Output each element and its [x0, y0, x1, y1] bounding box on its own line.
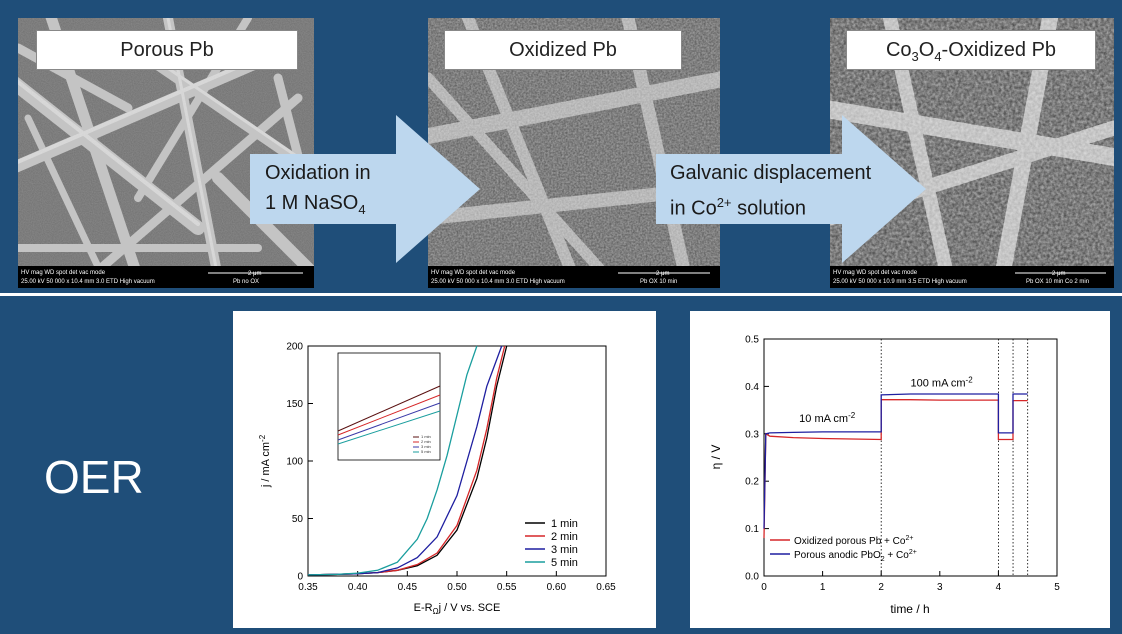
sem-bar-3-row1: HV mag WD spot det vac mode	[833, 270, 918, 276]
x-tick-label-2: 0.45	[398, 582, 418, 593]
cp-ylabel: η / V	[709, 445, 723, 470]
sem-bar-3-scale: 2 μm	[1052, 271, 1065, 277]
lsv-chart-box: 0.35 0.40 0.45 0.50 0.55 0.60 0.65 0 50 100 150 200…	[233, 311, 656, 628]
legend-label-0: 1 min	[551, 518, 578, 530]
label-oxidized-pb: Oxidized Pb	[444, 30, 682, 70]
x-tick-label-1: 0.40	[348, 582, 368, 593]
sem-bar-1-sample: Pb no OX	[233, 279, 259, 285]
x-tick-label-5: 0.60	[547, 582, 567, 593]
x-tick-label-0: 0.35	[298, 582, 318, 593]
chronopotentiometry-chart: 0 1 2 3 4 5 0.0 0.1 0.2 0.3 0.4 0.5 10 mA cm-2 100 m…	[709, 335, 1060, 617]
label-porous-pb: Porous Pb	[36, 30, 298, 70]
sem-bar-1-row2: 25.00 kV 50 000 x 10.4 mm 3.0 ETD High v…	[21, 279, 155, 285]
cp-plot-frame	[763, 338, 1058, 577]
y-tick-label-0: 0	[297, 572, 303, 583]
current-density-annotation-1: 100 mA cm-2	[911, 375, 974, 389]
cp-xlabel: time / h	[890, 602, 929, 616]
sem-bar-2-scale: 2 μm	[656, 271, 669, 277]
sem-bar-2-row1: HV mag WD spot det vac mode	[431, 270, 516, 276]
series-line-1	[763, 393, 1028, 529]
sem-image-porous-pb: Porous Pb HV mag WD spot det vac mode 25…	[18, 18, 314, 288]
sem-image-oxidized-pb: Oxidized Pb HV mag WD spot det vac mode …	[428, 18, 720, 288]
y-tick-label-4: 200	[286, 342, 303, 353]
sem-info-bar-2: HV mag WD spot det vac mode 25.00 kV 50 …	[428, 266, 720, 288]
legend-label-1: 2 min	[551, 531, 578, 543]
cp-legend: Oxidized porous Pb + Co2+ Porous anodic P…	[770, 535, 917, 563]
galvanic-line2: in Co2+ solution	[670, 195, 807, 220]
legend-label-2: 3 min	[551, 544, 578, 556]
svg-text:2 min: 2 min	[421, 439, 431, 444]
cp-legend-label-0: Oxidized porous Pb + Co2+	[794, 535, 913, 547]
current-density-annotation-0: 10 mA cm-2	[799, 411, 856, 425]
x-tick-label-4: 4	[996, 582, 1002, 593]
sem-bar-3-row2: 25.00 kV 50 000 x 10.9 mm 3.5 ETD High v…	[833, 279, 967, 285]
x-tick-label-3: 0.50	[447, 582, 467, 593]
chronopotentiometry-chart-box: 0 1 2 3 4 5 0.0 0.1 0.2 0.3 0.4 0.5 10 mA cm-2 100 m…	[690, 311, 1110, 628]
y-tick-label-2: 0.2	[745, 477, 759, 488]
y-tick-label-4: 0.4	[745, 382, 759, 393]
sem-bar-2-sample: Pb OX 10 min	[640, 279, 677, 285]
x-tick-label-6: 0.65	[596, 582, 616, 593]
lsv-inset: 1 min 2 min 3 min 5 min	[337, 352, 441, 461]
oxidation-arrow-text: Oxidation in 1 M NaSO4	[265, 158, 371, 225]
y-tick-label-2: 100	[286, 457, 303, 468]
sem-info-bar-3: HV mag WD spot det vac mode 25.00 kV 50 …	[830, 266, 1114, 288]
svg-text:3 min: 3 min	[421, 444, 431, 449]
lsv-xlabel: E-RΩj / V vs. SCE	[414, 602, 501, 616]
legend-label-3: 5 min	[551, 557, 578, 569]
oxidation-line1: Oxidation in	[265, 162, 371, 184]
x-tick-label-0: 0	[761, 582, 767, 593]
oxidation-arrow	[250, 115, 480, 263]
lsv-ylabel: j / mA cm-2	[258, 434, 272, 488]
x-tick-label-3: 3	[937, 582, 943, 593]
lsv-chart: 0.35 0.40 0.45 0.50 0.55 0.60 0.65 0 50 100 150 200…	[258, 342, 616, 617]
x-tick-label-4: 0.55	[497, 582, 517, 593]
sem-info-bar-1: HV mag WD spot det vac mode 25.00 kV 50 …	[18, 266, 314, 288]
cp-legend-label-1: Porous anodic PbO2 + Co2+	[794, 549, 917, 563]
y-tick-label-5: 0.5	[745, 335, 759, 346]
galvanic-arrow	[656, 115, 926, 263]
oer-label: OER	[44, 451, 144, 503]
x-tick-label-2: 2	[878, 582, 884, 593]
synthesis-panel: Porous Pb HV mag WD spot det vac mode 25…	[0, 0, 1122, 293]
y-tick-label-3: 0.3	[745, 429, 759, 440]
series-line-3	[307, 345, 478, 576]
x-tick-label-1: 1	[820, 582, 826, 593]
series-line-0	[763, 399, 1028, 539]
galvanic-arrow-text: Galvanic displacement in Co2+ solution	[670, 158, 871, 224]
oxidation-line2: 1 M NaSO4	[265, 192, 366, 217]
svg-text:1 min: 1 min	[421, 434, 431, 439]
svg-text:5 min: 5 min	[421, 449, 431, 454]
sem-bar-3-sample: Pb OX 10 min Co 2 min	[1026, 279, 1089, 285]
y-tick-label-1: 0.1	[745, 524, 759, 535]
y-tick-label-3: 150	[286, 399, 303, 410]
galvanic-line1: Galvanic displacement	[670, 162, 872, 184]
x-tick-label-5: 5	[1054, 582, 1060, 593]
sem-bar-1-scale: 2 μm	[248, 271, 261, 277]
sem-bar-2-row2: 25.00 kV 50 000 x 10.4 mm 3.0 ETD High v…	[431, 279, 565, 285]
y-tick-label-0: 0.0	[745, 572, 759, 583]
sem-bar-1-row1: HV mag WD spot det vac mode	[21, 270, 106, 276]
label-co3o4-oxidized-pb: Co3O4-Oxidized Pb	[846, 30, 1096, 70]
y-tick-label-1: 50	[292, 514, 304, 525]
